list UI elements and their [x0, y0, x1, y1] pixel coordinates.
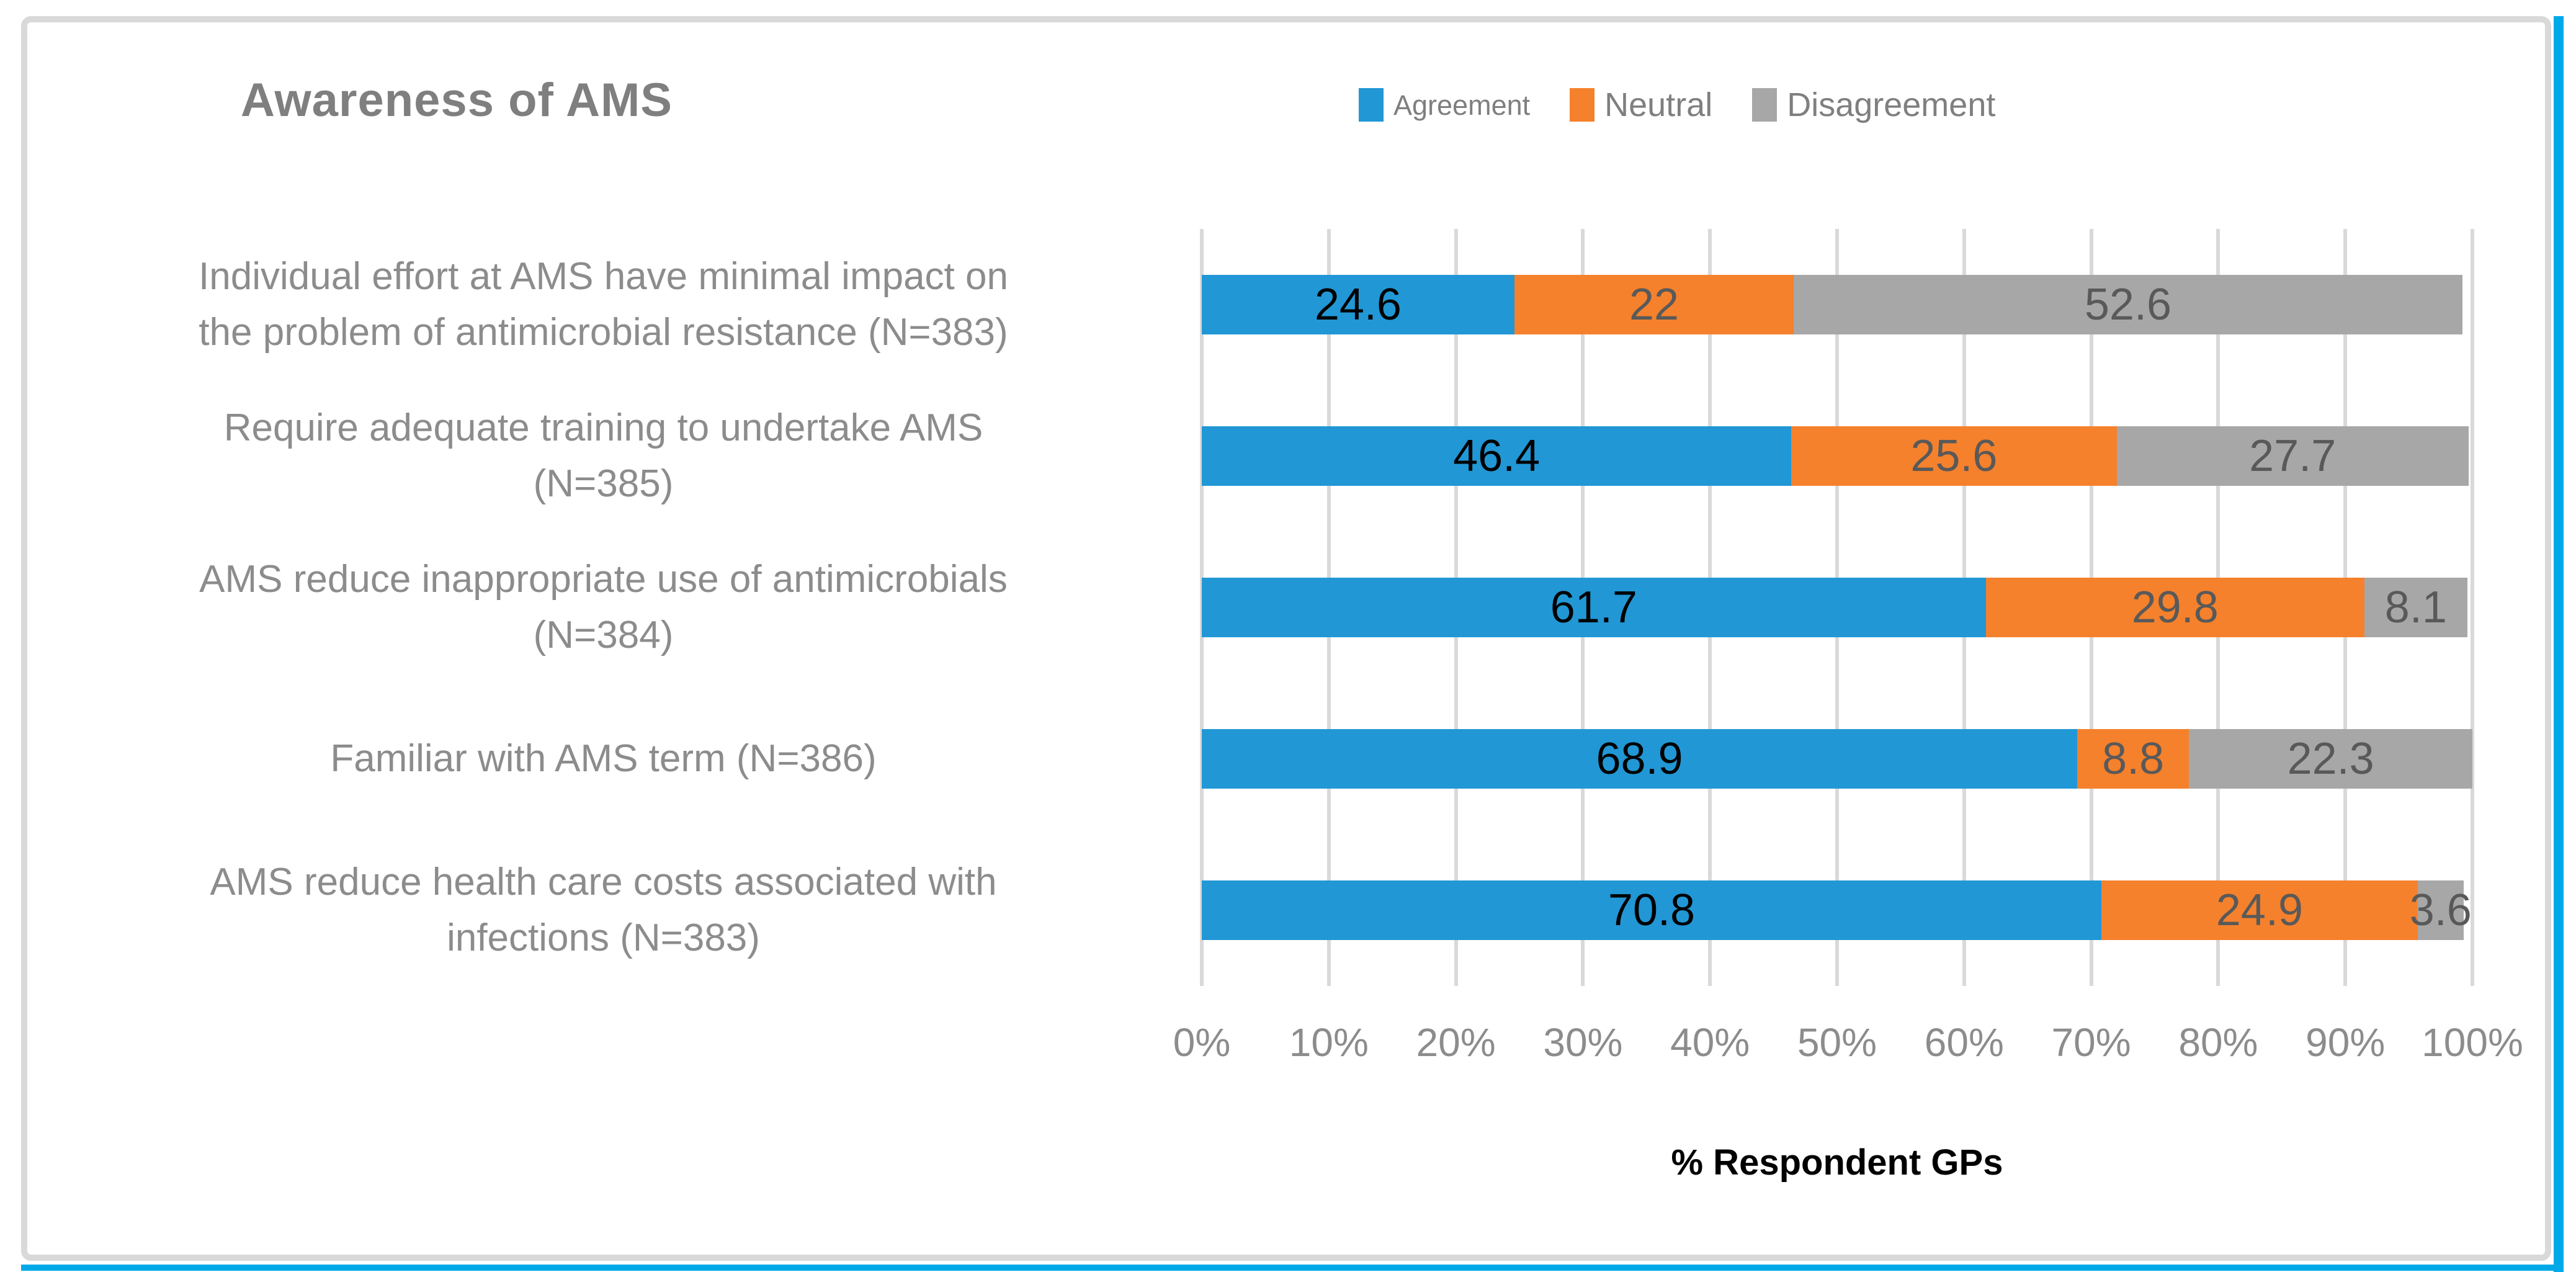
bar-segment-value: 70.8	[1608, 885, 1696, 935]
bar-segment-disagreement: 22.3	[2189, 729, 2472, 789]
legend-swatch-icon	[1359, 88, 1384, 122]
bar-row: 68.9 8.8 22.3	[1202, 683, 2472, 835]
bars-layer: 24.6 22 52.6 46.4 25.6 27.7 61.7 29.8 8.1 68.9 8.8…	[1202, 229, 2472, 986]
bar-segment-neutral: 29.8	[1985, 578, 2364, 637]
x-tick-label: 80%	[2178, 1020, 2258, 1065]
bar-segment-value: 8.1	[2384, 583, 2447, 632]
legend-item-agreement: Agreement	[1359, 88, 1530, 122]
x-tick-label: 100%	[2422, 1020, 2523, 1065]
accent-border-bottom	[21, 1265, 2564, 1271]
bar-stack: 61.7 29.8 8.1	[1202, 578, 2472, 637]
legend-label: Disagreement	[1787, 86, 1996, 123]
bar-segment-value: 3.6	[2409, 885, 2472, 935]
bar-segment-agreement: 68.9	[1202, 729, 2078, 789]
bar-segment-value: 24.6	[1314, 280, 1402, 329]
plot-area: 24.6 22 52.6 46.4 25.6 27.7 61.7 29.8 8.1 68.9 8.8…	[1200, 229, 2474, 986]
legend-item-disagreement: Disagreement	[1752, 88, 1995, 122]
accent-border-right	[2554, 16, 2564, 1272]
bar-segment-neutral: 8.8	[2077, 729, 2189, 789]
bar-row: 61.7 29.8 8.1	[1202, 532, 2472, 683]
bar-segment-agreement: 70.8	[1202, 880, 2101, 940]
bar-segment-value: 22.3	[2287, 734, 2374, 784]
chart-frame	[21, 16, 2551, 1261]
bar-segment-disagreement: 52.6	[1794, 275, 2462, 334]
bar-row: 46.4 25.6 27.7	[1202, 380, 2472, 532]
gridline	[2471, 229, 2474, 986]
bar-segment-value: 27.7	[2249, 431, 2337, 481]
bar-segment-disagreement: 3.6	[2410, 880, 2472, 940]
legend-label: Neutral	[1604, 86, 1713, 123]
bar-stack: 68.9 8.8 22.3	[1202, 729, 2472, 789]
bar-segment-value: 61.7	[1550, 583, 1637, 632]
category-label: AMS reduce health care costs associated …	[210, 861, 997, 959]
bar-segment-value: 24.9	[2216, 885, 2303, 935]
bar-row: 24.6 22 52.6	[1202, 229, 2472, 380]
category-column: Individual effort at AMS have minimal im…	[31, 229, 1176, 986]
bar-segment-value: 22	[1629, 280, 1679, 329]
bar-stack: 46.4 25.6 27.7	[1202, 426, 2472, 486]
bar-stack: 24.6 22 52.6	[1202, 275, 2472, 334]
x-tick-label: 10%	[1289, 1020, 1369, 1065]
chart-title: Awareness of AMS	[241, 74, 673, 127]
category-label: Require adequate training to undertake A…	[223, 406, 983, 505]
bar-segment-agreement: 46.4	[1202, 426, 1792, 486]
bar-segment-value: 29.8	[2131, 583, 2219, 632]
x-tick-label: 70%	[2051, 1020, 2131, 1065]
x-tick-label: 0%	[1173, 1020, 1231, 1065]
bar-row: 70.8 24.9 3.6	[1202, 835, 2472, 986]
bar-segment-disagreement: 8.1	[2364, 578, 2467, 637]
category-label: AMS reduce inappropriate use of antimicr…	[199, 558, 1008, 656]
legend-swatch-icon	[1570, 88, 1595, 122]
bar-segment-value: 46.4	[1453, 431, 1541, 481]
bar-segment-neutral: 25.6	[1791, 426, 2117, 486]
bar-segment-value: 25.6	[1910, 431, 1998, 481]
bar-segment-value: 8.8	[2102, 734, 2165, 784]
x-axis: 0% 10% 20% 30% 40% 50% 60% 70% 80% 90% 100%	[1173, 1020, 2523, 1072]
bar-stack: 70.8 24.9 3.6	[1202, 880, 2472, 940]
x-tick-label: 40%	[1670, 1020, 1750, 1065]
bar-segment-value: 52.6	[2084, 280, 2172, 329]
legend: Agreement Neutral Disagreement	[1359, 88, 1995, 122]
legend-item-neutral: Neutral	[1570, 88, 1712, 122]
bar-segment-value: 68.9	[1596, 734, 1683, 784]
x-tick-label: 90%	[2305, 1020, 2386, 1065]
category-label: Individual effort at AMS have minimal im…	[199, 255, 1008, 354]
bar-segment-disagreement: 27.7	[2116, 426, 2469, 486]
bar-segment-agreement: 24.6	[1202, 275, 1514, 334]
x-tick-label: 20%	[1416, 1020, 1496, 1065]
x-axis-title: % Respondent GPs	[1671, 1142, 2003, 1183]
x-tick-label: 60%	[1924, 1020, 2004, 1065]
x-tick-label: 30%	[1543, 1020, 1623, 1065]
bar-segment-neutral: 24.9	[2101, 880, 2418, 940]
legend-label: Agreement	[1393, 89, 1531, 121]
legend-swatch-icon	[1752, 88, 1778, 122]
bar-segment-agreement: 61.7	[1202, 578, 1986, 637]
x-tick-label: 50%	[1797, 1020, 1877, 1065]
category-label: Familiar with AMS term (N=386)	[330, 737, 877, 780]
bar-segment-neutral: 22	[1514, 275, 1794, 334]
